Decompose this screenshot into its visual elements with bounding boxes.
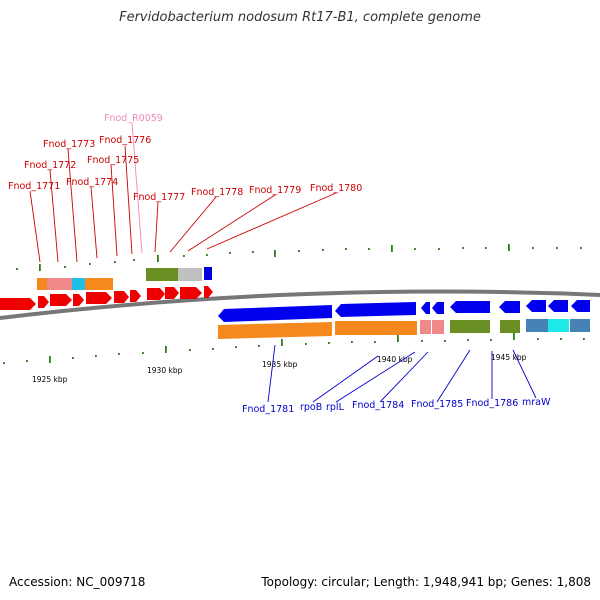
gene-label-Fnod_1780[interactable]: Fnod_1780 (310, 183, 362, 194)
accession-text: Accession: NC_009718 (9, 575, 146, 589)
gene-label-Fnod_1785[interactable]: Fnod_1785 (411, 399, 463, 410)
gene-label-Fnod_1775[interactable]: Fnod_1775 (87, 155, 139, 166)
gene-label-Fnod_1778[interactable]: Fnod_1778 (191, 187, 243, 198)
top-tick-row (16, 244, 582, 271)
gene-label-Fnod_1776[interactable]: Fnod_1776 (99, 135, 151, 146)
gene-label-Fnod_1777[interactable]: Fnod_1777 (133, 192, 185, 203)
lower-feature-track (218, 319, 590, 339)
gene-label-rplL[interactable]: rplL (326, 402, 345, 413)
scale-label-1945: 1945 kbp (491, 353, 527, 362)
bottom-label-leaders (267, 344, 537, 403)
gene-label-Fnod_1779[interactable]: Fnod_1779 (249, 185, 301, 196)
top-label-leaders (29, 145, 337, 263)
gene-label-mraW[interactable]: mraW (522, 397, 551, 408)
gene-label-Fnod_R0059[interactable]: Fnod_R0059 (104, 113, 163, 124)
red-gene-arrows[interactable] (0, 286, 213, 310)
gene-label-Fnod_1784[interactable]: Fnod_1784 (352, 400, 404, 411)
genome-backbone (0, 289, 600, 320)
blue-gene-arrows[interactable] (218, 300, 590, 322)
genome-stats-text: Topology: circular; Length: 1,948,941 bp… (261, 575, 591, 589)
upper-feature-track (37, 267, 212, 290)
scale-label-1925: 1925 kbp (32, 375, 68, 384)
leader-Fnod_R0059 (131, 122, 143, 254)
gene-label-Fnod_1774[interactable]: Fnod_1774 (66, 177, 118, 188)
scale-label-1930: 1930 kbp (147, 366, 183, 375)
gene-label-Fnod_1772[interactable]: Fnod_1772 (24, 160, 76, 171)
genome-title: Fervidobacterium nodosum Rt17-B1, comple… (119, 10, 481, 25)
bottom-tick-row (3, 333, 585, 364)
gene-label-Fnod_1771[interactable]: Fnod_1771 (8, 181, 60, 192)
scale-label-1940: 1940 kbp (377, 355, 413, 364)
gene-label-Fnod_1773[interactable]: Fnod_1773 (43, 139, 95, 150)
gene-label-Fnod_1786[interactable]: Fnod_1786 (466, 398, 518, 409)
gene-label-rpoB[interactable]: rpoB (300, 402, 322, 413)
scale-label-1935: 1935 kbp (262, 360, 298, 369)
gene-label-Fnod_1781[interactable]: Fnod_1781 (242, 404, 294, 415)
